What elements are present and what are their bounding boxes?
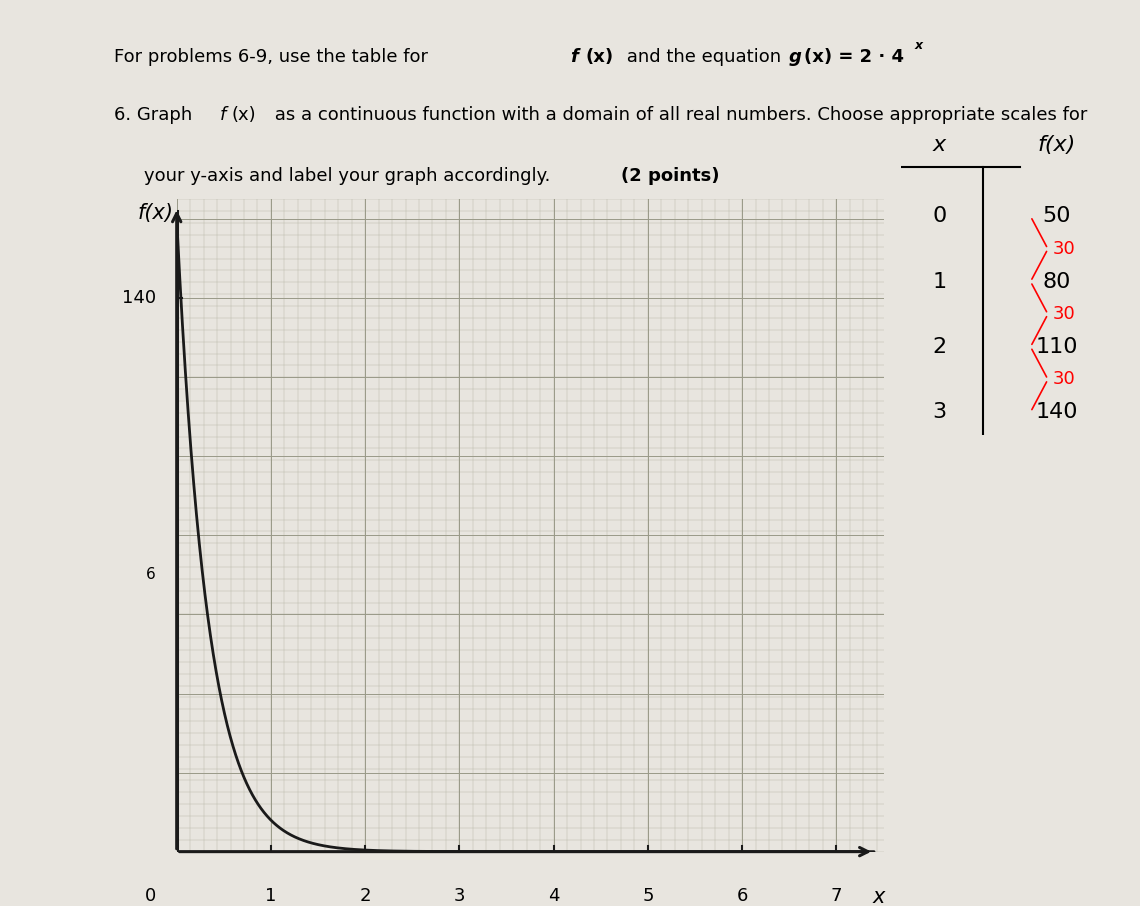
Text: as a continuous function with a domain of all real numbers. Choose appropriate s: as a continuous function with a domain o… (269, 106, 1088, 124)
Text: 5: 5 (642, 887, 653, 905)
Text: 110: 110 (1035, 337, 1077, 357)
Text: x: x (914, 39, 922, 53)
Text: For problems 6-9, use the table for: For problems 6-9, use the table for (114, 48, 433, 66)
Text: 50: 50 (1042, 207, 1070, 226)
Text: (2 points): (2 points) (620, 167, 719, 185)
Text: 30: 30 (1052, 240, 1075, 258)
Text: 0: 0 (145, 887, 156, 905)
Text: g: g (788, 48, 801, 66)
Text: (x): (x) (231, 106, 256, 124)
Text: 6. Graph: 6. Graph (114, 106, 198, 124)
Text: 1: 1 (266, 887, 277, 905)
Text: 6: 6 (736, 887, 748, 905)
Text: f(x): f(x) (1037, 135, 1076, 155)
Text: 2: 2 (359, 887, 371, 905)
Text: 3: 3 (933, 402, 946, 422)
Text: f(x): f(x) (137, 203, 173, 223)
Text: f: f (570, 48, 578, 66)
Text: x: x (872, 887, 885, 906)
Text: 1: 1 (933, 272, 946, 292)
Text: 30: 30 (1052, 305, 1075, 323)
Text: 80: 80 (1042, 272, 1070, 292)
Text: 6: 6 (146, 567, 156, 583)
Text: 2: 2 (933, 337, 946, 357)
Text: f: f (219, 106, 226, 124)
Text: your y-axis and label your graph accordingly.: your y-axis and label your graph accordi… (144, 167, 556, 185)
Text: (x) = 2 · 4: (x) = 2 · 4 (804, 48, 904, 66)
Text: (x): (x) (586, 48, 613, 66)
Text: 3: 3 (454, 887, 465, 905)
Text: 7: 7 (831, 887, 842, 905)
Text: x: x (933, 135, 946, 155)
Text: 140: 140 (122, 289, 156, 307)
Text: and the equation: and the equation (620, 48, 787, 66)
Text: 4: 4 (548, 887, 560, 905)
Text: 140: 140 (1035, 402, 1077, 422)
Text: 30: 30 (1052, 371, 1075, 389)
Text: 0: 0 (933, 207, 946, 226)
